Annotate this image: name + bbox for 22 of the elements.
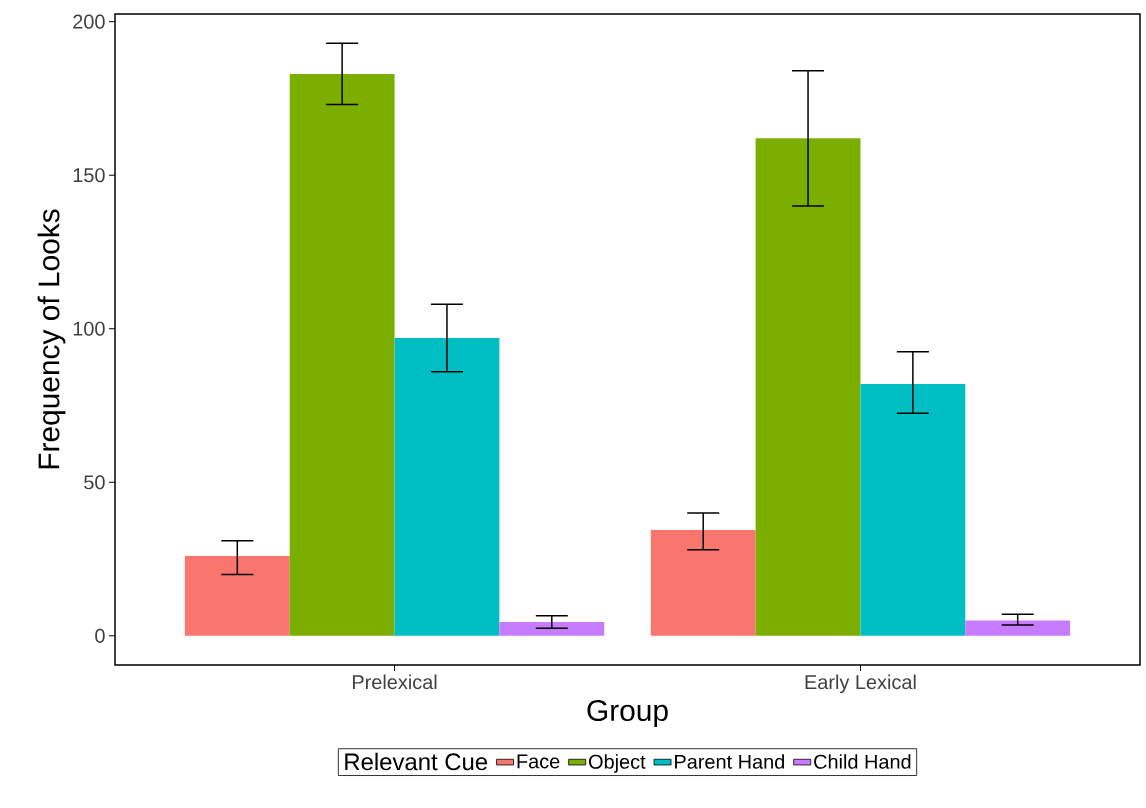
bar <box>965 620 1071 636</box>
y-axis-title: Frequency of Looks <box>37 209 66 469</box>
legend-label: Object <box>589 754 646 773</box>
bar <box>289 73 395 636</box>
legend-label: Child Hand <box>814 754 911 769</box>
y-tick-label: 50 <box>84 475 105 490</box>
y-tick-label: 150 <box>73 168 105 183</box>
bar <box>650 529 756 636</box>
x-tick-label: Prelexical <box>353 674 437 690</box>
bar <box>499 622 605 636</box>
y-tick-label: 0 <box>95 628 105 643</box>
bar <box>755 138 861 636</box>
bar <box>184 555 290 636</box>
bar <box>860 384 966 636</box>
y-tick-label: 100 <box>73 321 105 336</box>
legend-title: Relevant Cue <box>345 752 488 771</box>
legend-label: Parent Hand <box>675 754 784 769</box>
y-tick-label: 200 <box>73 14 105 29</box>
legend-label: Face <box>517 754 560 769</box>
x-axis-title: Group <box>587 699 668 728</box>
x-tick-label: Early Lexical <box>805 674 916 694</box>
bar <box>394 337 500 636</box>
